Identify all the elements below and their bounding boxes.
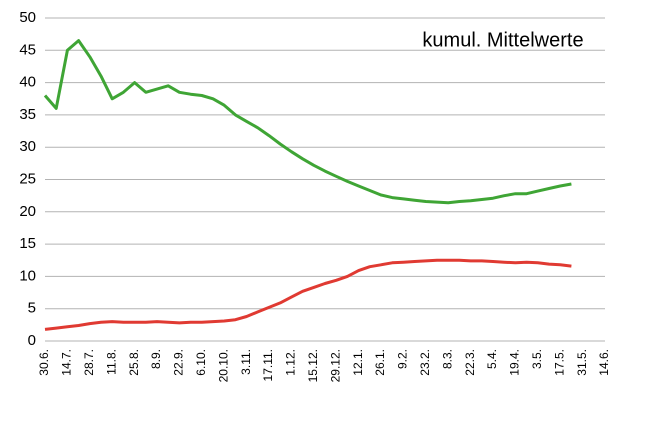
line-series xyxy=(44,258,572,331)
y-tick-label: 20 xyxy=(19,203,36,220)
x-tick-label: 28.7. xyxy=(82,349,96,376)
x-tick-label: 17.5. xyxy=(552,349,566,376)
x-tick-label: 14.6. xyxy=(597,349,611,376)
x-tick-label: 17.11. xyxy=(261,349,275,381)
x-tick-label: 25.8. xyxy=(127,349,141,376)
x-tick-label: 15.12. xyxy=(306,349,320,382)
y-tick-label: 25 xyxy=(19,170,36,187)
x-tick-label: 14.7. xyxy=(60,349,74,376)
x-tick-label: 31.5. xyxy=(575,349,589,376)
x-tick-label: 3.5. xyxy=(530,349,544,369)
y-tick-label: 40 xyxy=(19,74,36,91)
x-tick-label: 3.11. xyxy=(239,349,253,375)
x-tick-label: 20.10. xyxy=(216,349,230,382)
y-tick-label: 35 xyxy=(19,106,36,123)
x-tick-label: 8.3. xyxy=(440,349,454,369)
chart-title: kumul. Mittelwerte xyxy=(422,29,583,51)
x-tick-label: 23.2. xyxy=(418,349,432,376)
x-tick-label: 30.6. xyxy=(37,349,51,376)
x-tick-label: 22.3. xyxy=(463,349,477,376)
x-tick-label: 11.8. xyxy=(104,349,118,375)
x-tick-label: 29.12. xyxy=(328,349,342,382)
x-tick-label: 12.1. xyxy=(351,349,365,376)
line-series xyxy=(43,39,572,205)
y-tick-label: 45 xyxy=(19,41,36,58)
x-tick-label: 19.4. xyxy=(508,349,522,376)
x-tick-label: 8.9. xyxy=(149,349,163,369)
y-tick-label: 10 xyxy=(19,267,36,284)
y-tick-label: 15 xyxy=(19,235,36,252)
y-tick-label: 5 xyxy=(28,300,36,317)
x-tick-label: 1.12. xyxy=(284,349,298,376)
y-tick-label: 30 xyxy=(19,138,36,155)
x-tick-label: 6.10. xyxy=(194,349,208,376)
x-tick-label: 9.2. xyxy=(396,349,410,369)
y-tick-label: 0 xyxy=(28,332,36,349)
x-tick-label: 22.9. xyxy=(172,349,186,376)
x-tick-label: 26.1. xyxy=(373,349,387,376)
x-tick-label: 5.4. xyxy=(485,349,499,369)
y-tick-label: 50 xyxy=(19,9,36,26)
